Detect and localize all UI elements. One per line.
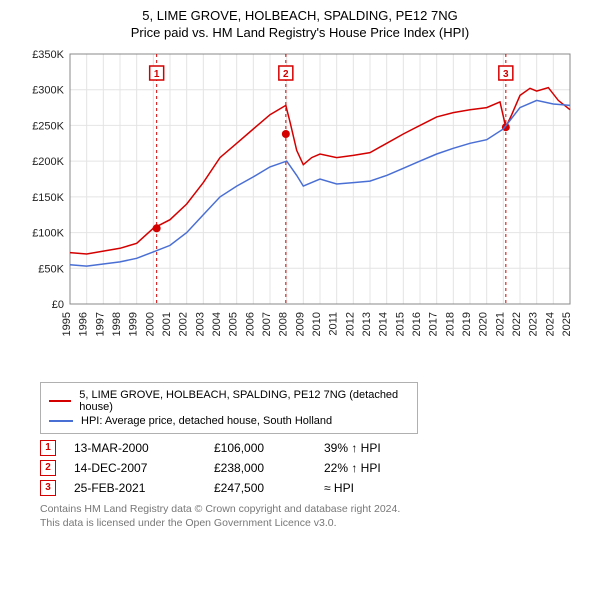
chart-title-subtitle: Price paid vs. HM Land Registry's House … [10, 25, 590, 40]
x-tick-label: 2011 [328, 312, 340, 336]
price-chart-container: { "title": { "line1": "5, LIME GROVE, HO… [0, 0, 600, 530]
y-tick-label: £350K [32, 49, 64, 61]
x-tick-label: 2008 [278, 312, 290, 336]
legend-row: 5, LIME GROVE, HOLBEACH, SPALDING, PE12 … [49, 389, 409, 413]
x-tick-label: 1996 [78, 312, 90, 336]
x-tick-label: 2005 [228, 312, 240, 336]
x-tick-label: 2015 [394, 312, 406, 336]
x-tick-label: 2012 [344, 312, 356, 336]
sale-date: 14-DEC-2007 [74, 461, 214, 475]
x-tick-label: 2022 [511, 312, 523, 336]
x-tick-label: 2002 [178, 312, 190, 336]
y-tick-label: £50K [38, 263, 64, 275]
sale-price: £238,000 [214, 461, 324, 475]
x-tick-label: 2003 [194, 312, 206, 336]
sale-badge: 3 [40, 480, 56, 496]
chart-title-address: 5, LIME GROVE, HOLBEACH, SPALDING, PE12 … [10, 8, 590, 23]
x-tick-label: 2023 [528, 312, 540, 336]
x-tick-label: 2006 [244, 312, 256, 336]
x-tick-label: 2017 [428, 312, 440, 336]
x-tick-label: 2013 [361, 312, 373, 336]
legend-label: HPI: Average price, detached house, Sout… [81, 415, 332, 427]
y-tick-label: £200K [32, 156, 64, 168]
x-tick-label: 2010 [311, 312, 323, 336]
x-tick-label: 1995 [61, 312, 73, 336]
x-tick-label: 2024 [544, 312, 556, 336]
x-tick-label: 2007 [261, 312, 273, 336]
chart-svg: £0 £50K £100K £150K £200K £250K £300K £350K 1995… [20, 44, 580, 374]
sale-row: 2 14-DEC-2007£238,00022% ↑ HPI [40, 460, 580, 476]
sale-price: £106,000 [214, 441, 324, 455]
legend-row: HPI: Average price, detached house, Sout… [49, 415, 409, 427]
sale-delta: 39% ↑ HPI [324, 441, 444, 455]
sale-price: £247,500 [214, 481, 324, 495]
x-tick-label: 2025 [561, 312, 573, 336]
sale-delta: 22% ↑ HPI [324, 461, 444, 475]
sale-row: 1 13-MAR-2000£106,00039% ↑ HPI [40, 440, 580, 456]
legend-swatch [49, 400, 71, 402]
legend-label: 5, LIME GROVE, HOLBEACH, SPALDING, PE12 … [79, 389, 409, 413]
sale-row: 3 25-FEB-2021£247,500≈ HPI [40, 480, 580, 496]
sale-marker-number: 3 [503, 69, 509, 80]
y-tick-label: £300K [32, 85, 64, 97]
footer-line1: Contains HM Land Registry data © Crown c… [40, 502, 580, 516]
x-tick-label: 2019 [461, 312, 473, 336]
sale-badge: 2 [40, 460, 56, 476]
x-tick-label: 2009 [294, 312, 306, 336]
sale-marker-dot [282, 130, 290, 138]
sale-date: 25-FEB-2021 [74, 481, 214, 495]
footer-line2: This data is licensed under the Open Gov… [40, 516, 580, 530]
x-tick-label: 2014 [378, 312, 390, 336]
x-tick-label: 1997 [94, 312, 106, 336]
sale-marker-number: 1 [154, 69, 160, 80]
x-tick-label: 1998 [111, 312, 123, 336]
x-tick-label: 2018 [444, 312, 456, 336]
legend-swatch [49, 420, 73, 422]
chart-plot-area: £0 £50K £100K £150K £200K £250K £300K £350K 1995… [20, 44, 580, 374]
footer-attribution: Contains HM Land Registry data © Crown c… [40, 502, 580, 530]
sale-badge: 1 [40, 440, 56, 456]
y-tick-label: £0 [52, 299, 64, 311]
x-tick-label: 2001 [161, 312, 173, 336]
chart-title-block: 5, LIME GROVE, HOLBEACH, SPALDING, PE12 … [0, 0, 600, 44]
x-tick-label: 2021 [494, 312, 506, 336]
y-tick-label: £250K [32, 120, 64, 132]
sales-table: 1 13-MAR-2000£106,00039% ↑ HPI 2 14-DEC-200… [40, 440, 580, 496]
x-tick-label: 2016 [411, 312, 423, 336]
x-tick-label: 1999 [128, 312, 140, 336]
sale-date: 13-MAR-2000 [74, 441, 214, 455]
y-tick-label: £150K [32, 192, 64, 204]
legend-box: 5, LIME GROVE, HOLBEACH, SPALDING, PE12 … [40, 382, 418, 434]
sale-marker-number: 2 [283, 69, 289, 80]
x-tick-label: 2020 [478, 312, 490, 336]
x-tick-label: 2000 [144, 312, 156, 336]
x-tick-label: 2004 [211, 312, 223, 336]
y-tick-label: £100K [32, 228, 64, 240]
sale-delta: ≈ HPI [324, 481, 444, 495]
